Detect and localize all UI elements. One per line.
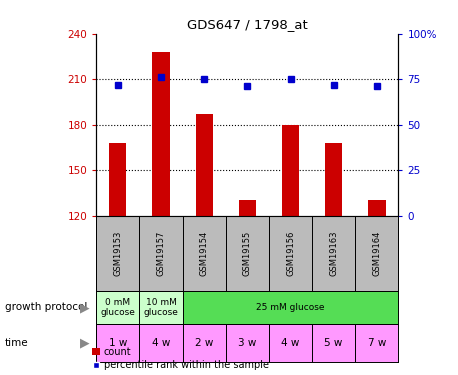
- Bar: [226, 324, 269, 362]
- Bar: [226, 216, 269, 291]
- Bar: [325, 143, 342, 216]
- Bar: [183, 291, 398, 324]
- Bar: [96, 291, 139, 324]
- Text: GSM19157: GSM19157: [157, 230, 165, 276]
- Text: GSM19155: GSM19155: [243, 231, 252, 276]
- Legend: count, percentile rank within the sample: count, percentile rank within the sample: [92, 347, 268, 370]
- Text: 4 w: 4 w: [281, 338, 300, 348]
- Bar: [96, 324, 139, 362]
- Bar: [355, 216, 398, 291]
- Text: ▶: ▶: [80, 301, 89, 314]
- Bar: [196, 114, 213, 216]
- Text: growth protocol: growth protocol: [5, 303, 87, 312]
- Text: time: time: [5, 338, 28, 348]
- Bar: [139, 324, 183, 362]
- Bar: [355, 324, 398, 362]
- Bar: [269, 216, 312, 291]
- Text: GSM19156: GSM19156: [286, 230, 295, 276]
- Bar: [153, 52, 169, 216]
- Text: 7 w: 7 w: [368, 338, 386, 348]
- Text: GSM19153: GSM19153: [113, 230, 122, 276]
- Bar: [183, 216, 226, 291]
- Bar: [183, 324, 226, 362]
- Bar: [312, 324, 355, 362]
- Text: 4 w: 4 w: [152, 338, 170, 348]
- Bar: [96, 216, 139, 291]
- Bar: [282, 125, 299, 216]
- Text: 10 mM
glucose: 10 mM glucose: [143, 298, 179, 317]
- Bar: [109, 143, 126, 216]
- Text: GSM19164: GSM19164: [372, 230, 382, 276]
- Bar: [312, 216, 355, 291]
- Bar: [269, 324, 312, 362]
- Bar: [139, 291, 183, 324]
- Bar: [239, 201, 256, 216]
- Bar: [368, 201, 386, 216]
- Text: 1 w: 1 w: [109, 338, 127, 348]
- Text: 0 mM
glucose: 0 mM glucose: [100, 298, 135, 317]
- Bar: [139, 216, 183, 291]
- Text: 3 w: 3 w: [238, 338, 256, 348]
- Text: 5 w: 5 w: [325, 338, 343, 348]
- Text: 25 mM glucose: 25 mM glucose: [256, 303, 325, 312]
- Text: GSM19154: GSM19154: [200, 231, 209, 276]
- Text: ▶: ▶: [80, 337, 89, 350]
- Text: 2 w: 2 w: [195, 338, 213, 348]
- Title: GDS647 / 1798_at: GDS647 / 1798_at: [187, 18, 308, 31]
- Text: GSM19163: GSM19163: [329, 230, 338, 276]
